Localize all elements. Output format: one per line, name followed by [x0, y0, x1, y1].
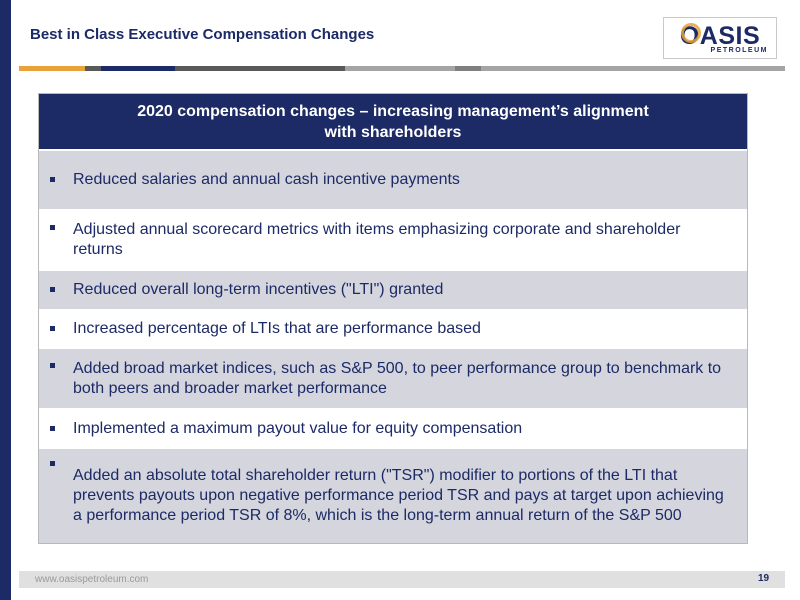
bullet-square-icon	[50, 425, 55, 431]
bullet-text: Implemented a maximum payout value for e…	[73, 419, 523, 437]
bullet-row-5: Added broad market indices, such as S&P …	[39, 349, 747, 410]
bullet-square-icon	[50, 287, 55, 292]
slide-title: Best in Class Executive Compensation Cha…	[30, 26, 375, 43]
bullet-text: Reduced salaries and annual cash incenti…	[73, 171, 460, 188]
bullet-row-3: Reduced overall long-term incentives ("L…	[39, 271, 747, 311]
header-rule-dark-1	[85, 66, 101, 71]
bullet-row-4: Increased percentage of LTIs that are pe…	[39, 311, 747, 349]
bullet-square-icon	[50, 326, 55, 331]
panel-header-line-2: with shareholders	[324, 123, 462, 141]
bullet-row-2: Adjusted annual scorecard metrics with i…	[39, 211, 747, 271]
bullet-square-icon	[50, 363, 55, 368]
bullet-text: Adjusted annual scorecard metrics with i…	[73, 221, 681, 258]
compensation-panel: 2020 compensation changes – increasing m…	[38, 93, 748, 544]
bullet-row-1: Reduced salaries and annual cash incenti…	[39, 151, 747, 211]
bullet-square-icon	[50, 225, 55, 230]
bullet-square-icon	[50, 177, 55, 182]
bullet-text: Reduced overall long-term incentives ("L…	[73, 281, 444, 298]
header-rule-orange	[19, 66, 85, 71]
header-rule-gray-2	[455, 66, 481, 71]
header-rule-navy	[101, 66, 175, 71]
panel-header-line-1: 2020 compensation changes – increasing m…	[137, 102, 649, 120]
bullet-row-6: Implemented a maximum payout value for e…	[39, 410, 747, 449]
header-rule-gray-3	[481, 66, 785, 71]
panel-header: 2020 compensation changes – increasing m…	[39, 94, 747, 149]
page-number: 19	[758, 573, 770, 584]
bullet-square-icon	[50, 461, 55, 466]
bullet-row-7: Added an absolute total shareholder retu…	[39, 449, 747, 543]
bullet-text: Added an absolute total shareholder retu…	[73, 467, 724, 524]
header-rule-dark-2	[175, 66, 345, 71]
bullet-text: Increased percentage of LTIs that are pe…	[73, 320, 481, 337]
logo-subword: PETROLEUM	[710, 46, 768, 54]
logo-ring-icon	[680, 22, 701, 43]
footer-bar	[19, 571, 785, 588]
left-accent-bar	[0, 0, 11, 600]
bullet-text: Added broad market indices, such as S&P …	[73, 359, 722, 397]
logo-word: OASIS	[679, 21, 761, 50]
oasis-petroleum-logo: OASIS PETROLEUM	[663, 17, 777, 59]
footer-url: www.oasispetroleum.com	[35, 574, 149, 585]
header-rule-gray-1	[345, 66, 455, 71]
